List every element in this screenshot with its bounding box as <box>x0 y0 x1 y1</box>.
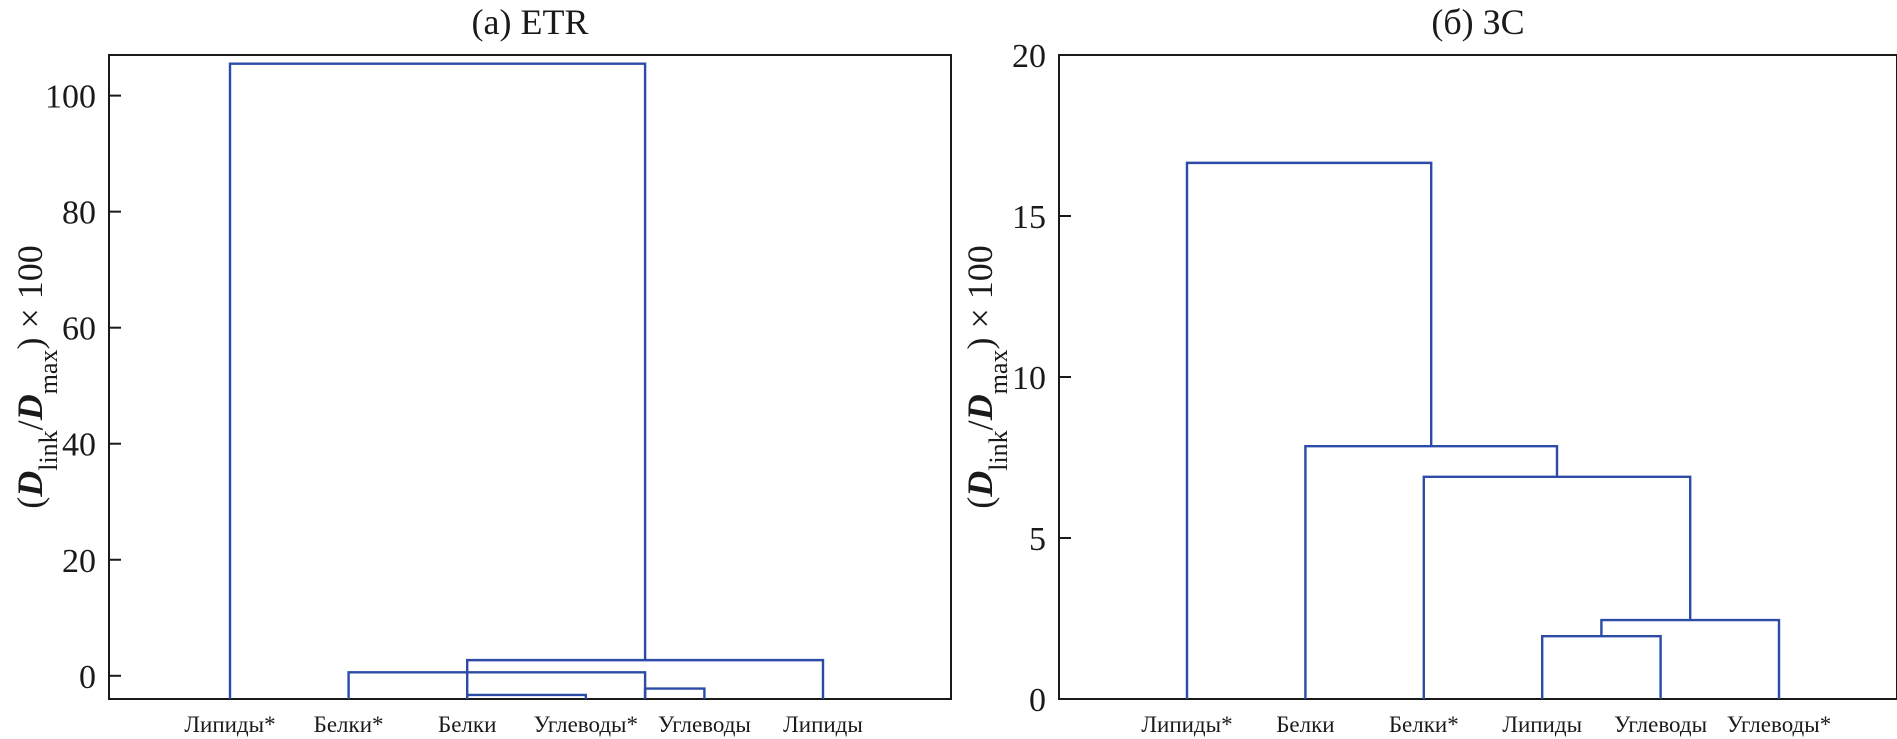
y-axis-label-part: D <box>10 394 50 421</box>
chart-title: (а) ETR <box>472 2 589 42</box>
y-tick-label: 100 <box>45 79 96 116</box>
y-axis-label-part: / <box>10 420 50 430</box>
plot-frame <box>1058 54 1897 700</box>
y-tick-label: 60 <box>62 311 96 348</box>
leaf-label: Углеводы* <box>534 712 638 737</box>
y-tick-label: 40 <box>62 427 96 464</box>
y-tick-label: 20 <box>1012 38 1046 75</box>
leaf-label: Углеводы <box>658 712 751 737</box>
dendrogram-link <box>1304 445 1559 699</box>
y-tick-label: 80 <box>62 195 96 232</box>
y-tick-label: 20 <box>62 543 96 580</box>
leaf-label: Липиды <box>1502 712 1582 737</box>
dendrogram-link <box>1600 618 1781 699</box>
y-axis-label-part: / <box>960 420 1000 430</box>
dendrogram-link <box>228 62 647 699</box>
leaf-label: Белки <box>1276 712 1334 737</box>
leaf-label: Белки <box>438 712 496 737</box>
y-axis-label-part: D <box>960 471 1000 498</box>
y-axis-label-part: max <box>34 350 63 395</box>
y-axis-label-part: D <box>10 471 50 498</box>
dendrogram-link <box>1541 635 1662 699</box>
y-axis-label-part: ) × 100 <box>10 245 50 349</box>
dendrogram-link <box>347 671 647 699</box>
plot-frame <box>108 54 952 700</box>
y-tick-label: 5 <box>1029 521 1046 558</box>
leaf-label: Липиды <box>783 712 863 737</box>
y-axis-label: (Dlink/Dmax) × 100 <box>10 245 63 509</box>
leaf-label: Углеводы <box>1614 712 1707 737</box>
dendrogram-link <box>1422 475 1692 699</box>
y-axis-label-part: link <box>34 430 63 470</box>
leaf-label: Липиды* <box>1141 712 1232 737</box>
y-axis-label-part: link <box>984 430 1013 470</box>
dendrogram-link <box>643 687 706 699</box>
leaf-label: Белки* <box>314 712 384 737</box>
leaf-label: Липиды* <box>184 712 275 737</box>
dendrogram-link <box>1185 161 1433 699</box>
y-axis-label-part: max <box>984 350 1013 395</box>
y-axis-label-part: ( <box>10 497 50 509</box>
y-tick-label: 0 <box>1029 682 1046 719</box>
y-tick-label: 0 <box>79 659 96 696</box>
y-tick-label: 15 <box>1012 199 1046 236</box>
leaf-label: Углеводы* <box>1727 712 1831 737</box>
y-axis-label-part: ( <box>960 497 1000 509</box>
y-axis-label-part: ) × 100 <box>960 245 1000 349</box>
y-axis-label: (Dlink/Dmax) × 100 <box>960 245 1013 509</box>
chart-title: (б) ЗС <box>1431 2 1524 42</box>
leaf-label: Белки* <box>1389 712 1459 737</box>
dendrogram-link <box>466 658 825 699</box>
y-axis-label-part: D <box>960 394 1000 421</box>
y-tick-label: 10 <box>1012 360 1046 397</box>
